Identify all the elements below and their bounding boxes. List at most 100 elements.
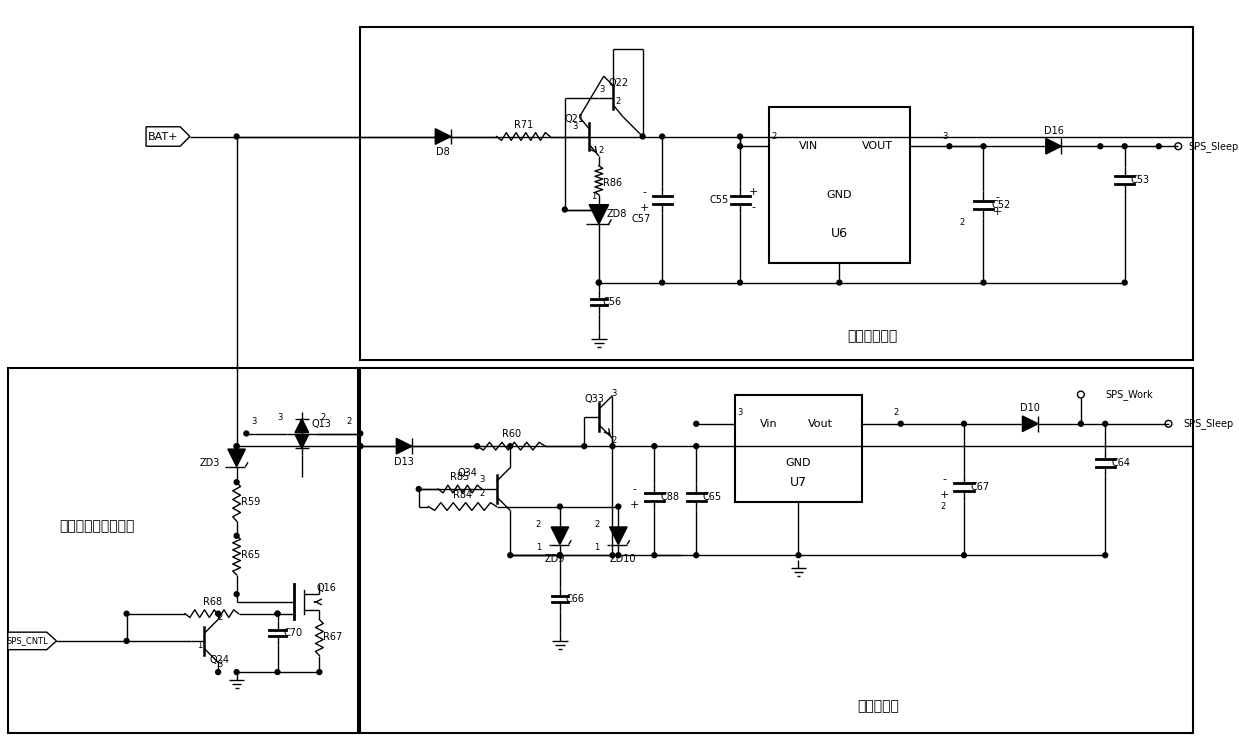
Circle shape [836,280,841,285]
Text: 3: 3 [942,132,948,141]
Circle shape [358,431,363,436]
Polygon shape [228,449,245,466]
Text: +: + [992,207,1002,218]
Text: C52: C52 [991,200,1011,209]
Circle shape [737,280,742,285]
Text: C66: C66 [566,594,585,604]
Text: C55: C55 [709,195,729,205]
Circle shape [124,639,129,643]
Polygon shape [1022,416,1038,432]
Circle shape [1103,421,1108,426]
Circle shape [1078,421,1083,426]
Text: C70: C70 [284,628,302,638]
Circle shape [1175,143,1182,150]
Text: 3: 3 [572,122,577,132]
Text: C88: C88 [660,492,679,502]
Text: C57: C57 [631,214,650,225]
Text: GND: GND [786,457,812,468]
Circle shape [558,553,563,558]
Circle shape [659,134,664,139]
Text: Q13: Q13 [311,419,331,429]
Text: Q34: Q34 [457,469,477,479]
Circle shape [234,444,239,448]
Text: 1: 1 [197,641,202,650]
Circle shape [317,670,322,674]
Text: R85: R85 [450,472,470,482]
Circle shape [234,533,239,538]
Text: 3: 3 [479,475,484,484]
Text: +: + [750,187,758,197]
Text: R71: R71 [514,119,534,130]
Circle shape [659,280,664,285]
Text: Q16: Q16 [316,584,336,593]
Text: 3: 3 [600,85,605,94]
Text: SPS_Work: SPS_Work [1105,389,1152,400]
Text: ZD8: ZD8 [606,209,627,219]
Circle shape [981,280,986,285]
Circle shape [508,553,513,558]
Text: 2: 2 [616,97,621,106]
Text: SPS_Sleep: SPS_Sleep [1188,141,1238,152]
Polygon shape [435,129,451,144]
Text: 2: 2 [479,489,484,498]
Text: 3: 3 [612,389,617,398]
Circle shape [416,487,421,491]
Text: SPS_Sleep: SPS_Sleep [1183,418,1233,429]
Text: Q33: Q33 [584,395,603,404]
Circle shape [563,207,567,212]
Text: -: - [643,187,647,197]
Text: C53: C53 [1131,175,1150,185]
Text: 主辅助电源: 主辅助电源 [857,699,898,713]
Circle shape [694,421,699,426]
Circle shape [610,444,615,448]
Circle shape [947,144,952,149]
Circle shape [558,504,563,509]
Bar [735,395,862,502]
Text: 休眠辅助电源: 休眠辅助电源 [847,329,897,343]
Text: ZD10: ZD10 [610,554,637,564]
Text: 2: 2 [346,417,351,426]
Text: R59: R59 [240,497,260,507]
Circle shape [275,611,280,616]
Circle shape [737,144,742,149]
Polygon shape [295,419,309,432]
Text: Q24: Q24 [209,655,229,665]
Text: SPS_CNTL: SPS_CNTL [6,637,48,646]
Circle shape [737,134,742,139]
Text: 主辅助电源控制电路: 主辅助电源控制电路 [59,519,135,533]
Text: -: - [752,203,756,212]
Circle shape [508,444,513,448]
Text: 2: 2 [595,519,600,528]
Circle shape [475,444,479,448]
Text: U6: U6 [831,228,847,240]
Text: R84: R84 [453,490,472,500]
Circle shape [234,592,239,596]
Polygon shape [295,435,309,448]
Circle shape [961,553,966,558]
Circle shape [275,611,280,616]
Text: 2: 2 [217,613,223,622]
Text: R67: R67 [323,632,343,642]
Text: +: + [940,490,949,500]
Text: GND: GND [826,190,852,200]
Text: C67: C67 [970,482,989,492]
Circle shape [124,611,129,616]
Circle shape [358,444,363,448]
Text: VOUT: VOUT [862,141,893,151]
Circle shape [216,670,221,674]
Circle shape [694,444,699,448]
Text: D8: D8 [436,147,450,157]
Text: 1: 1 [591,192,597,201]
Circle shape [596,280,601,285]
Text: R60: R60 [502,429,520,439]
Text: 1: 1 [535,543,541,552]
Circle shape [981,144,986,149]
Polygon shape [610,527,627,544]
Text: BAT+: BAT+ [149,132,178,141]
Circle shape [641,134,646,139]
Circle shape [1123,280,1127,285]
Text: 3: 3 [217,660,223,669]
Text: +: + [639,203,649,212]
Text: +: + [631,500,639,510]
Text: -: - [995,192,999,202]
